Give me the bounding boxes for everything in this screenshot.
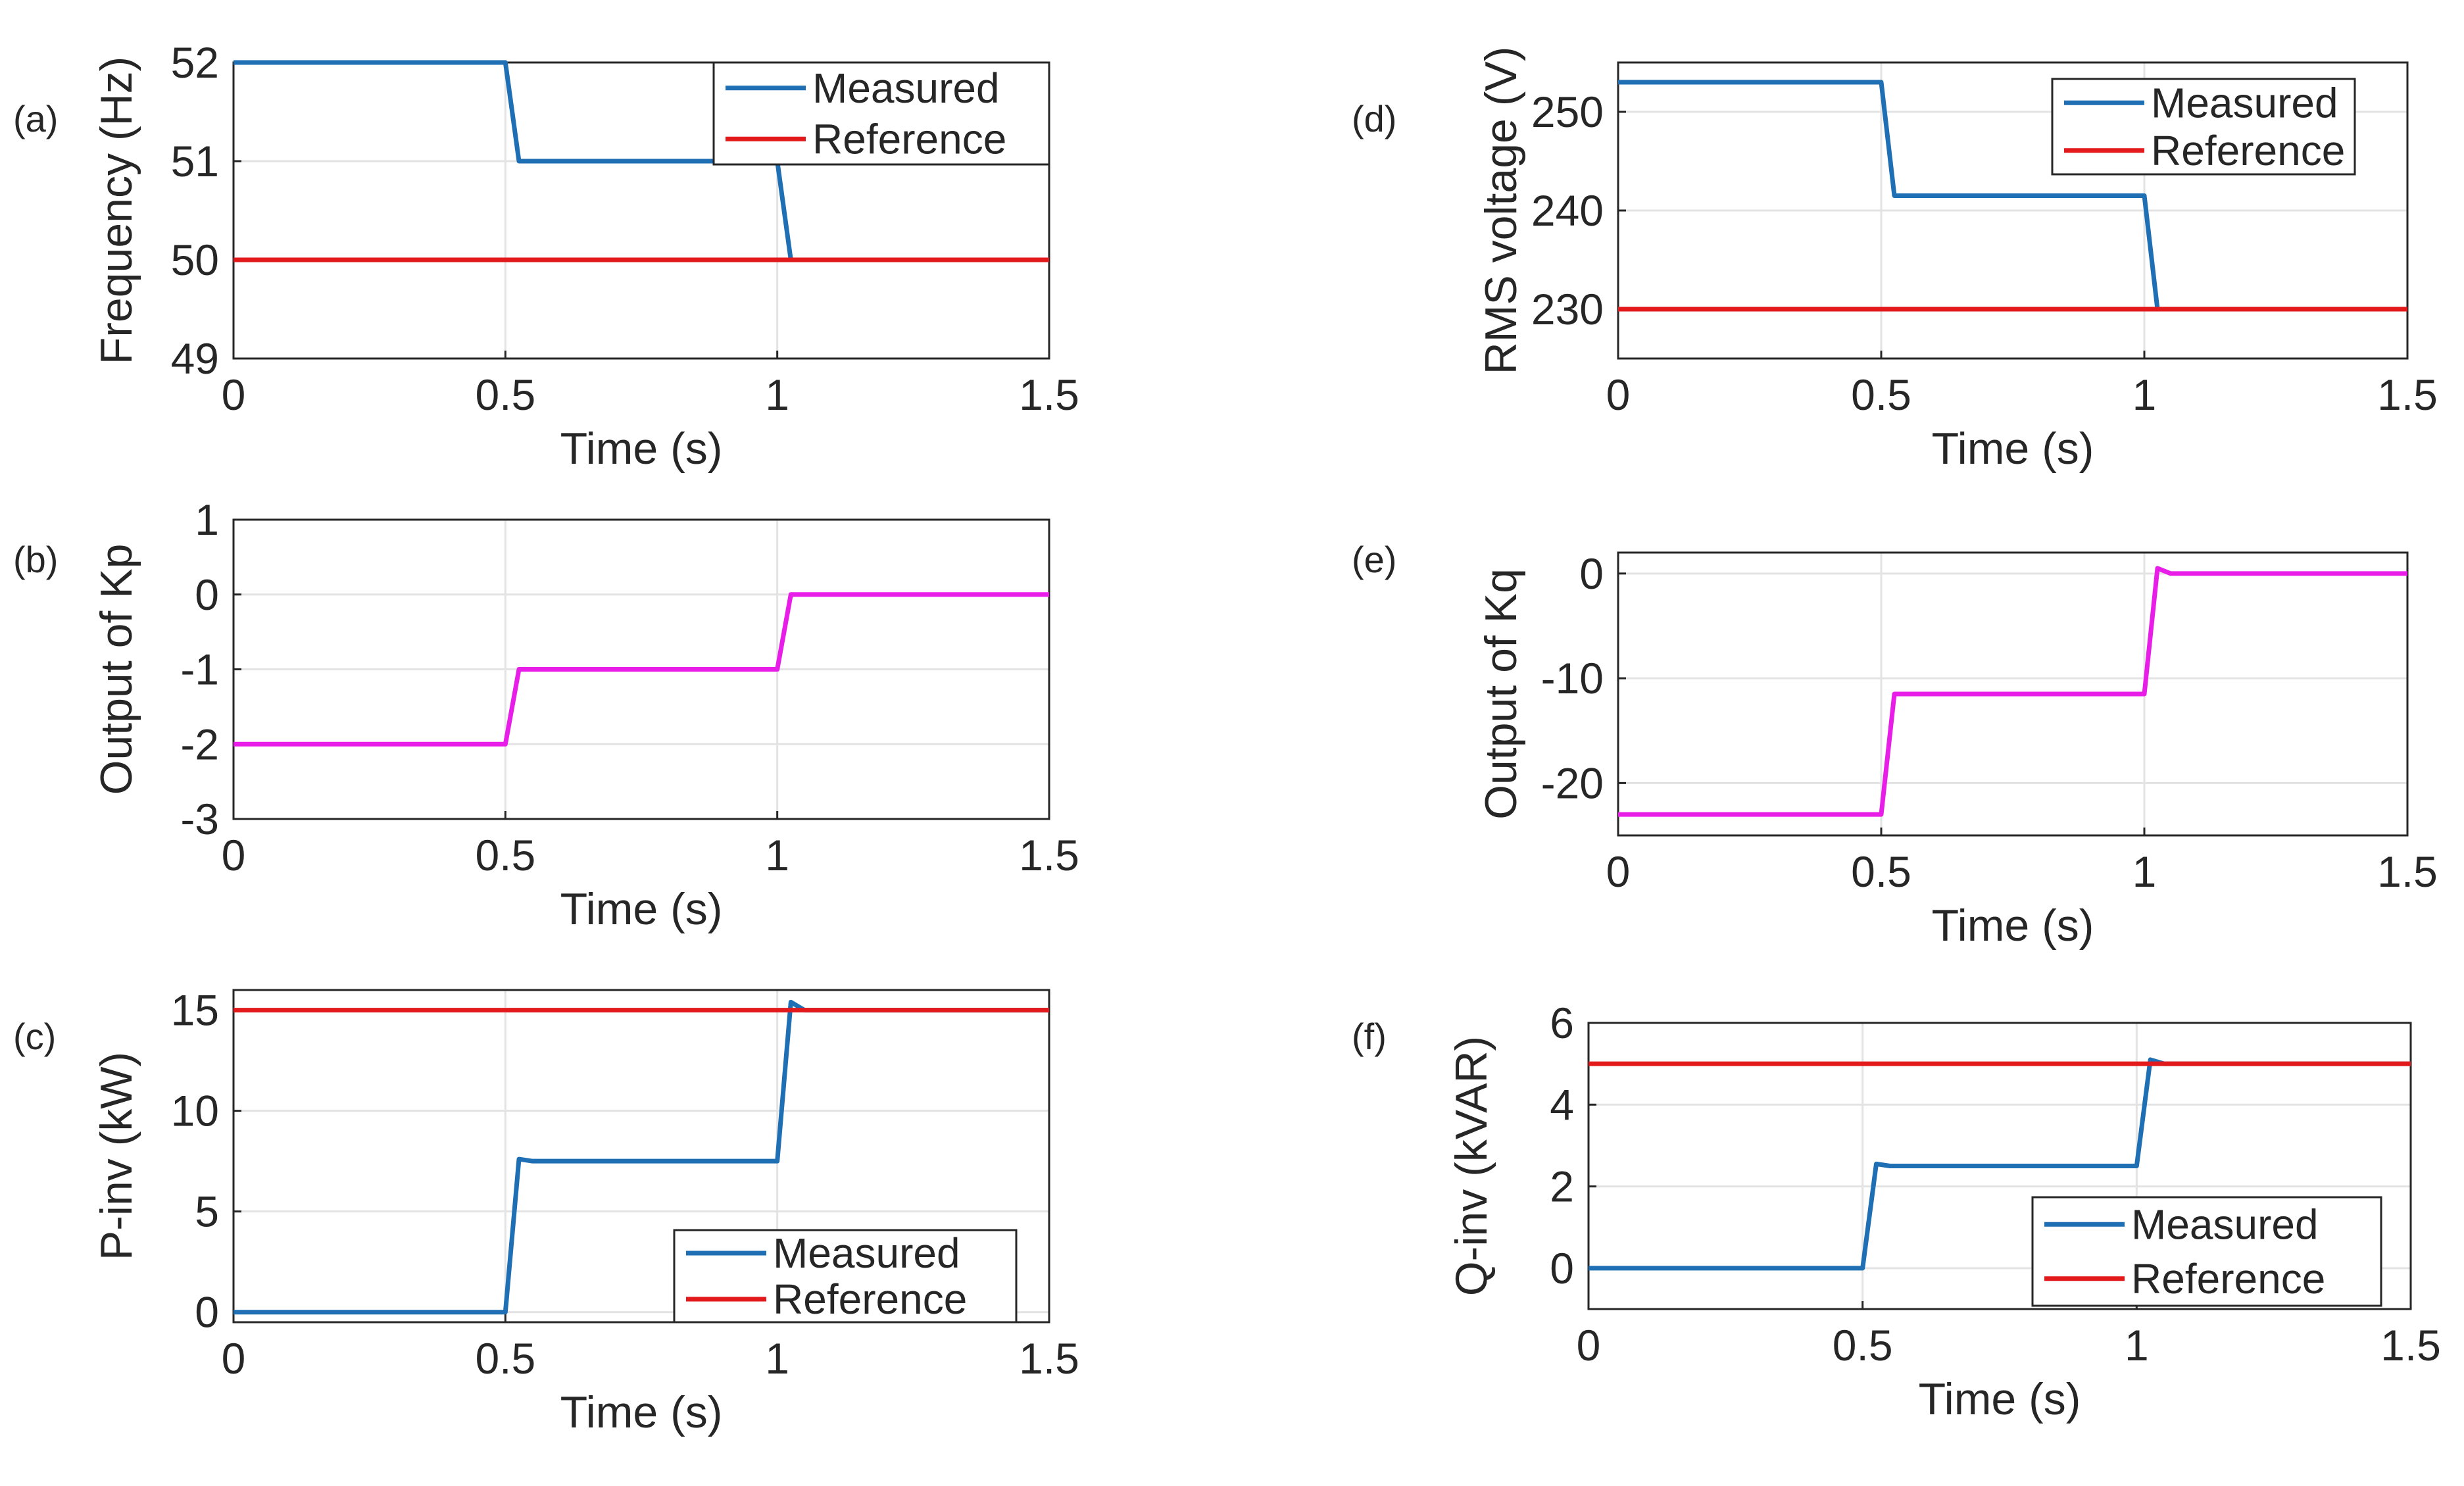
y-tick-label: 2 bbox=[1550, 1162, 1574, 1211]
x-tick-label: 1.5 bbox=[1019, 1334, 1079, 1383]
x-axis-label: Time (s) bbox=[560, 424, 723, 474]
plot-border bbox=[232, 989, 1050, 1324]
x-tick-label: 0.5 bbox=[475, 370, 535, 419]
legend-entry: Reference bbox=[2131, 1255, 2325, 1302]
chart-panel-e: (e) 0 0.5 1 1.5 -20 -10 0 Time (s) Output of Kq bbox=[1352, 539, 2438, 951]
legend-entry: Reference bbox=[773, 1275, 967, 1323]
chart-panel-f: (f) 0 0.5 1 1.5 0 2 4 6 Time (s) Q-inv (kVAR) Measu… bbox=[1352, 999, 2441, 1424]
y-tick-label: 0 bbox=[1579, 549, 1604, 598]
x-tick-label: 1.5 bbox=[1019, 370, 1079, 419]
panel-label: (f) bbox=[1352, 1016, 1387, 1057]
chart-panel-d: (d) 0 0.5 1 1.5 230 240 250 Time (s) RMS voltage … bbox=[1352, 47, 2438, 474]
x-axis-label: Time (s) bbox=[1919, 1374, 2081, 1424]
plot-border bbox=[232, 61, 1050, 360]
x-tick-label: 1 bbox=[2132, 847, 2157, 896]
y-axis-label: RMS voltage (V) bbox=[1476, 47, 1526, 375]
chart-panel-b: (b) 0 0.5 1 1.5 -3 -2 -1 0 1 Time (s) Output of Kp bbox=[13, 495, 1079, 934]
y-tick-label: 1 bbox=[195, 495, 219, 544]
panel-label: (e) bbox=[1352, 539, 1396, 580]
x-tick-label: 0 bbox=[222, 831, 246, 879]
panel-label: (d) bbox=[1352, 98, 1396, 139]
legend-entry: Measured bbox=[812, 64, 1000, 112]
x-tick-label: 1 bbox=[2125, 1321, 2149, 1370]
x-tick-label: 0 bbox=[1606, 847, 1631, 896]
y-tick-label: 240 bbox=[1531, 186, 1604, 235]
x-tick-label: 0.5 bbox=[475, 1334, 535, 1383]
x-tick-label: 1.5 bbox=[1019, 831, 1079, 879]
panel-label: (c) bbox=[13, 1016, 56, 1057]
legend-entry: Measured bbox=[2131, 1201, 2319, 1248]
y-axis-label: Output of Kp bbox=[91, 544, 141, 795]
y-tick-label: 0 bbox=[1550, 1244, 1574, 1293]
x-tick-label: 1 bbox=[765, 831, 789, 879]
y-tick-label: 10 bbox=[171, 1087, 219, 1135]
y-tick-label: -2 bbox=[180, 720, 219, 768]
y-tick-label: -3 bbox=[180, 795, 219, 843]
y-tick-label: 4 bbox=[1550, 1080, 1574, 1129]
panel-label: (b) bbox=[13, 539, 58, 580]
x-axis-label: Time (s) bbox=[560, 1387, 723, 1437]
y-tick-label: 230 bbox=[1531, 285, 1604, 334]
chart-panel-c: (c) 0 0.5 1 1.5 0 5 10 15 Time (s) P-inv (kW) Measu… bbox=[13, 986, 1079, 1437]
x-tick-label: 1.5 bbox=[2377, 847, 2438, 896]
x-axis-label: Time (s) bbox=[1932, 424, 2094, 474]
y-tick-label: 15 bbox=[171, 986, 219, 1035]
y-axis-label: Q-inv (kVAR) bbox=[1446, 1036, 1496, 1296]
y-tick-label: 51 bbox=[171, 137, 219, 186]
legend-box bbox=[712, 61, 1050, 166]
x-tick-label: 1.5 bbox=[2380, 1321, 2441, 1370]
y-tick-label: 49 bbox=[171, 334, 219, 383]
x-tick-label: 1 bbox=[2132, 370, 2157, 419]
series-line-output-of-kq bbox=[1618, 566, 2407, 817]
legend-entry: Reference bbox=[2151, 127, 2345, 174]
plot-border bbox=[232, 518, 1050, 820]
legend-box bbox=[673, 1229, 1018, 1324]
y-tick-label: -1 bbox=[180, 645, 219, 694]
panel-label: (a) bbox=[13, 98, 58, 139]
legend-box bbox=[2031, 1196, 2382, 1307]
legend-box bbox=[2051, 78, 2356, 176]
x-axis-label: Time (s) bbox=[1932, 901, 2094, 951]
plot-border bbox=[1617, 61, 2409, 360]
y-tick-label: -10 bbox=[1541, 654, 1604, 703]
y-tick-label: 5 bbox=[195, 1187, 219, 1236]
x-tick-label: 0 bbox=[1606, 370, 1631, 419]
y-tick-label: 50 bbox=[171, 235, 219, 284]
y-tick-label: 0 bbox=[195, 1288, 219, 1337]
chart-panel-a: (a) 0 0.5 1 1.5 49 50 51 52 Time (s) Frequency (Hz… bbox=[13, 38, 1079, 474]
y-tick-label: 52 bbox=[171, 38, 219, 87]
series-line-output-of-kp bbox=[234, 592, 1049, 747]
legend-entry: Measured bbox=[2151, 79, 2338, 126]
legend-entry: Reference bbox=[812, 115, 1006, 162]
y-tick-label: -20 bbox=[1541, 758, 1604, 807]
y-tick-label: 0 bbox=[195, 570, 219, 619]
legend-entry: Measured bbox=[773, 1229, 960, 1277]
x-tick-label: 1 bbox=[765, 1334, 789, 1383]
y-tick-label: 6 bbox=[1550, 999, 1574, 1047]
x-tick-label: 0.5 bbox=[1851, 847, 1911, 896]
x-tick-label: 0.5 bbox=[1851, 370, 1911, 419]
x-axis-label: Time (s) bbox=[560, 884, 723, 934]
x-tick-label: 0.5 bbox=[475, 831, 535, 879]
x-tick-label: 0 bbox=[222, 370, 246, 419]
plot-border bbox=[1617, 551, 2409, 837]
x-tick-label: 1 bbox=[765, 370, 789, 419]
y-tick-label: 250 bbox=[1531, 87, 1604, 136]
plot-border bbox=[1587, 1022, 2412, 1310]
y-axis-label: Output of Kq bbox=[1476, 568, 1526, 820]
x-tick-label: 1.5 bbox=[2377, 370, 2438, 419]
y-axis-label: P-inv (kW) bbox=[91, 1052, 141, 1260]
x-tick-label: 0 bbox=[222, 1334, 246, 1383]
x-tick-label: 0 bbox=[1577, 1321, 1601, 1370]
x-tick-label: 0.5 bbox=[1833, 1321, 1893, 1370]
legend: Measured Reference bbox=[2031, 1196, 2382, 1307]
y-axis-label: Frequency (Hz) bbox=[91, 57, 141, 365]
